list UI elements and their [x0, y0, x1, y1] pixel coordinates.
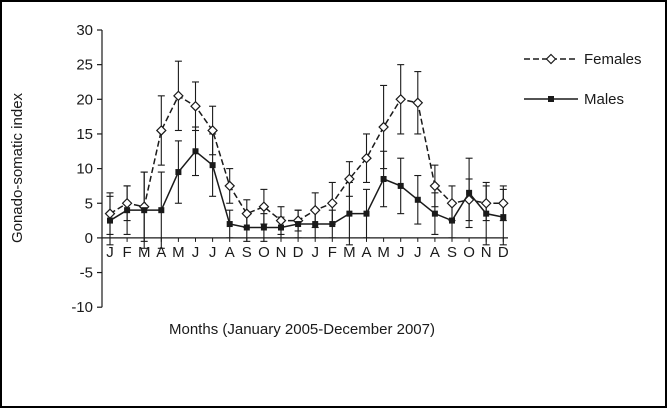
females-marker	[412, 97, 424, 109]
y-tick-label: -5	[80, 265, 93, 282]
males-marker	[466, 189, 473, 196]
males-marker	[312, 221, 319, 228]
males-marker	[431, 210, 438, 217]
females-marker	[190, 100, 201, 112]
males-marker	[500, 214, 507, 221]
x-tick-label: M	[172, 244, 185, 261]
males-marker	[329, 221, 336, 228]
females-marker	[395, 93, 407, 105]
males-marker	[260, 224, 267, 231]
x-tick-label: M	[377, 244, 390, 261]
males-marker	[175, 169, 182, 176]
x-tick-label: A	[156, 244, 166, 261]
legend-label-females: Females	[584, 51, 642, 68]
males-marker	[141, 207, 148, 214]
females-marker	[121, 197, 133, 209]
females-marker	[446, 197, 458, 209]
females-marker	[361, 152, 372, 164]
females-marker	[241, 208, 253, 219]
females-marker	[344, 173, 355, 185]
y-axis-title: Gonado-somatic index	[9, 92, 26, 243]
females-marker	[155, 125, 167, 136]
males-marker	[346, 210, 353, 217]
males-marker	[278, 224, 284, 231]
x-tick-label: S	[242, 244, 252, 261]
males-marker	[192, 148, 199, 155]
females-marker	[224, 180, 236, 192]
females-marker	[104, 208, 116, 219]
x-tick-label: J	[414, 244, 422, 261]
females-marker	[207, 125, 218, 136]
x-tick-label: F	[123, 244, 132, 261]
y-tick-label: 5	[85, 195, 93, 212]
x-tick-label: J	[397, 244, 405, 261]
males-marker	[209, 162, 216, 169]
females-marker	[173, 90, 184, 102]
females-marker	[258, 201, 270, 213]
x-tick-label: N	[276, 244, 287, 261]
males-marker	[449, 217, 455, 224]
males-marker	[363, 210, 370, 217]
x-tick-label: F	[328, 244, 337, 261]
females-marker	[497, 197, 509, 209]
males-marker	[380, 175, 387, 182]
x-tick-label: D	[293, 244, 304, 261]
males-marker	[243, 224, 250, 231]
legend-marker-males	[548, 96, 554, 102]
x-tick-label: A	[430, 244, 440, 261]
legend-marker-females	[545, 53, 557, 65]
y-tick-label: 0	[85, 230, 93, 247]
x-tick-label: J	[192, 244, 200, 261]
males-marker	[397, 182, 404, 189]
x-tick-label: A	[225, 244, 235, 261]
females-marker	[480, 197, 492, 209]
y-tick-label: 25	[76, 57, 93, 74]
x-tick-label: D	[498, 244, 509, 261]
y-tick-label: 20	[76, 91, 93, 108]
males-marker	[483, 210, 490, 217]
y-tick-label: -10	[71, 299, 93, 316]
x-tick-label: N	[481, 244, 492, 261]
males-marker	[226, 221, 233, 228]
females-marker	[429, 180, 441, 192]
males-marker	[158, 207, 165, 214]
males-marker	[107, 217, 113, 224]
x-axis-title: Months (January 2005-December 2007)	[169, 321, 435, 338]
females-marker	[326, 197, 338, 209]
x-tick-label: J	[106, 244, 114, 261]
y-tick-label: 15	[76, 126, 93, 143]
y-tick-label: 10	[76, 161, 93, 178]
x-tick-label: O	[463, 244, 475, 261]
y-tick-label: 30	[76, 22, 93, 39]
females-marker	[378, 121, 389, 133]
males-marker	[295, 221, 302, 228]
males-marker	[124, 207, 131, 214]
males-marker	[414, 196, 421, 203]
x-tick-label: M	[343, 244, 356, 261]
females-line	[109, 94, 504, 222]
females-marker	[309, 204, 321, 216]
legend-label-males: Males	[584, 91, 624, 108]
x-tick-label: A	[361, 244, 371, 261]
x-tick-label: O	[258, 244, 270, 261]
x-tick-label: S	[447, 244, 457, 261]
x-tick-label: J	[311, 244, 319, 261]
x-tick-label: J	[209, 244, 217, 261]
